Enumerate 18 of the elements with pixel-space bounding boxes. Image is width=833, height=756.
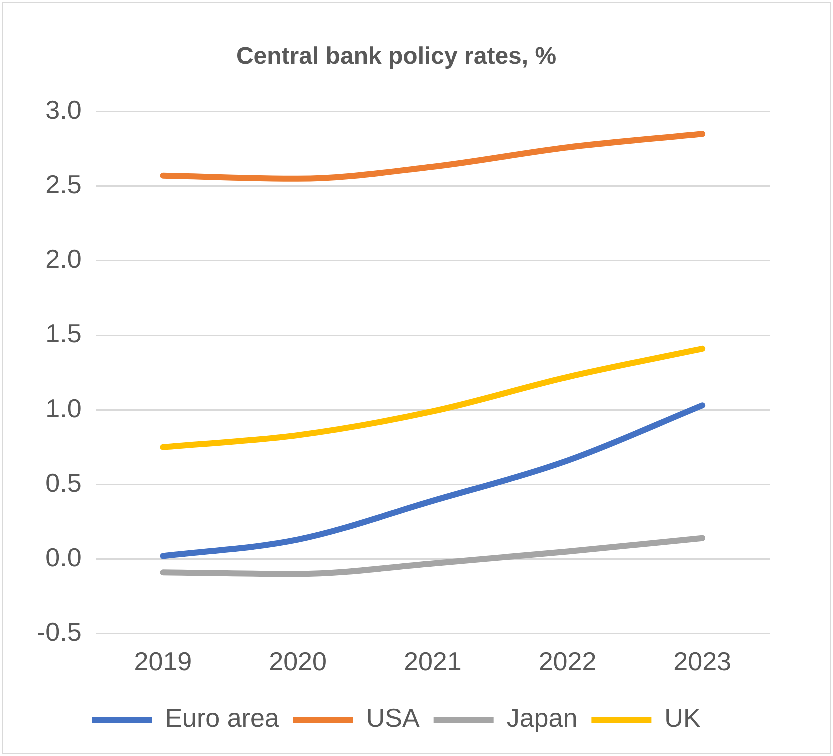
legend-label: Euro area [165, 703, 280, 734]
y-tick-label: -0.5 [36, 616, 82, 647]
x-tick-label: 2020 [269, 646, 327, 677]
y-tick-label: 1.5 [46, 318, 82, 349]
x-tick-label: 2022 [538, 646, 597, 677]
y-tick-label: 0.0 [46, 542, 82, 572]
y-tick-label: 1.0 [46, 393, 82, 424]
y-tick-label: 2.0 [46, 244, 82, 274]
legend-label: USA [366, 703, 420, 734]
x-tick-label: 2021 [404, 646, 462, 677]
legend-label: UK [664, 703, 702, 734]
y-tick-label: 2.5 [46, 170, 82, 200]
legend-label: Japan [506, 703, 578, 734]
y-tick-label: 3.0 [46, 94, 82, 125]
y-tick-label: 0.5 [46, 468, 82, 498]
chart-title: Central bank policy rates, % [236, 43, 557, 70]
x-tick-label: 2023 [674, 646, 732, 677]
x-tick-label: 2019 [134, 646, 192, 677]
